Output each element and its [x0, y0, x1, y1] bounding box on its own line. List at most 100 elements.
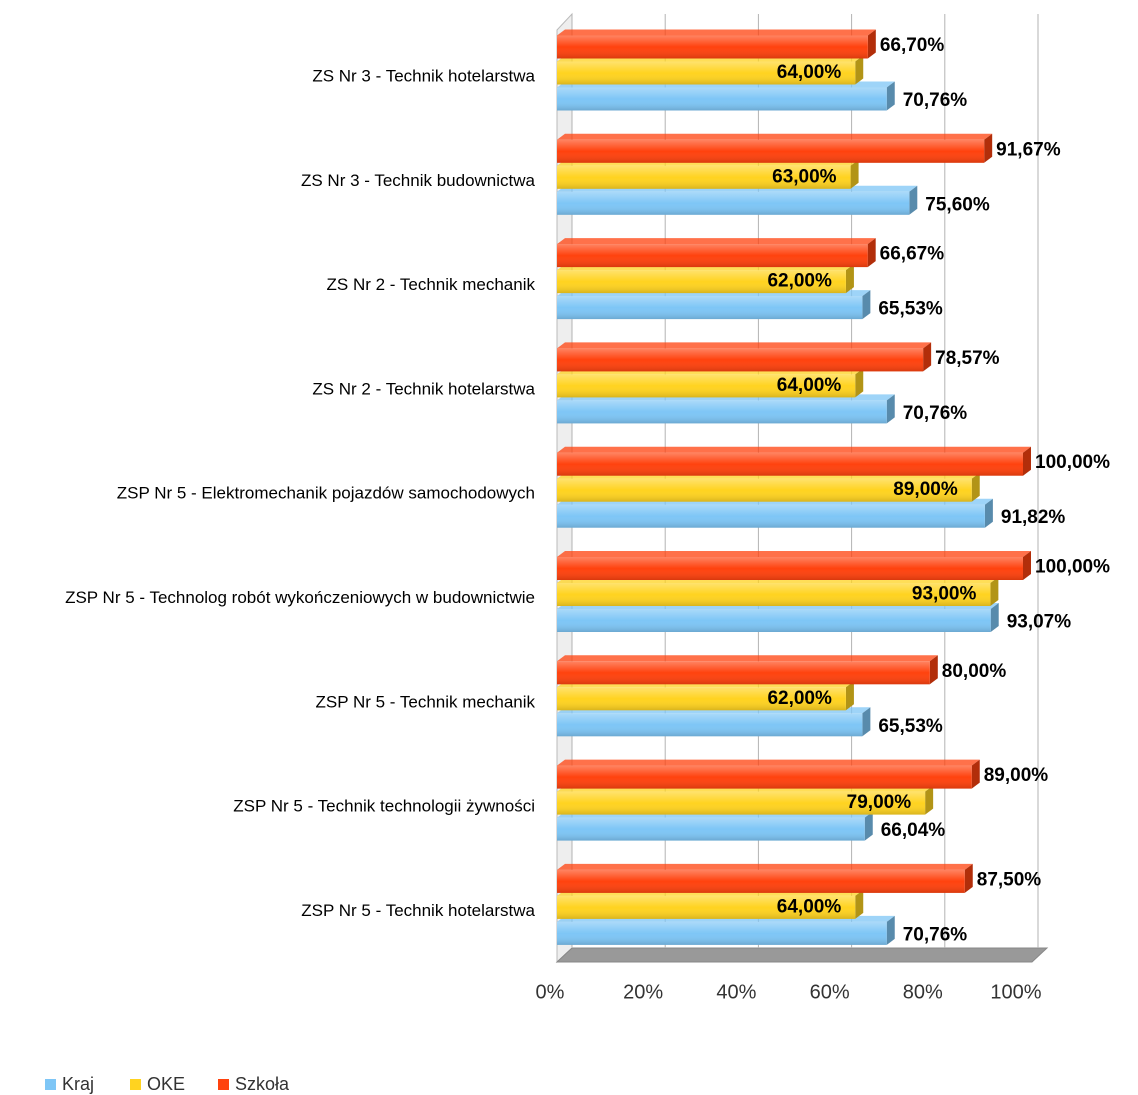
value-label: 79,00%: [847, 792, 912, 813]
value-label: 66,70%: [880, 35, 945, 56]
x-tick-label: 20%: [623, 981, 663, 1003]
value-label: 70,76%: [903, 90, 968, 111]
x-tick-label: 40%: [716, 981, 756, 1003]
value-label: 100,00%: [1035, 557, 1110, 578]
value-label: 80,00%: [942, 661, 1007, 682]
bar-shine: [557, 139, 985, 163]
value-label: 100,00%: [1035, 452, 1110, 473]
x-tick-label: 100%: [990, 981, 1041, 1003]
floor: [555, 947, 1049, 963]
bar-top: [557, 655, 938, 662]
value-label: 91,67%: [996, 139, 1061, 160]
bar-shine: [557, 374, 856, 398]
bar-shine: [557, 61, 856, 85]
legend-swatch: [45, 1079, 56, 1090]
value-label: 64,00%: [777, 375, 842, 396]
bar-side: [862, 290, 871, 320]
bar-side: [1023, 446, 1031, 476]
x-tick-label: 60%: [810, 981, 850, 1003]
value-label: 65,53%: [878, 716, 943, 737]
bar-shine: [557, 869, 965, 893]
category-label: ZS Nr 3 - Technik budownictwa: [301, 171, 536, 190]
category-label: ZS Nr 2 - Technik mechanik: [327, 275, 536, 294]
bar-top: [557, 342, 932, 349]
legend-label: Szkoła: [235, 1074, 290, 1094]
bar-side: [990, 577, 999, 606]
bar-shine: [557, 452, 1023, 476]
bar-shine: [557, 270, 846, 294]
x-tick-label: 80%: [903, 981, 943, 1003]
value-label: 70,76%: [903, 924, 968, 945]
bar-side: [923, 342, 932, 372]
value-label: 75,60%: [925, 194, 990, 215]
legend-label: Kraj: [62, 1074, 94, 1094]
bar-shine: [557, 296, 863, 320]
value-label: 93,07%: [1007, 612, 1072, 633]
bar-shine: [557, 713, 863, 737]
bar-side: [984, 498, 993, 528]
bar-side: [867, 238, 876, 268]
bar-side: [971, 472, 980, 502]
category-label: ZSP Nr 5 - Technolog robót wykończeniowy…: [65, 588, 535, 607]
bar-side: [929, 655, 938, 685]
bar-side: [971, 759, 980, 789]
bar-side: [909, 185, 918, 215]
value-label: 66,67%: [880, 244, 945, 265]
value-label: 62,00%: [767, 688, 832, 709]
bar-shine: [557, 895, 856, 919]
bar-side: [964, 863, 973, 893]
bar-top: [557, 759, 980, 766]
bar-side: [845, 681, 854, 711]
bar-shine: [557, 87, 887, 111]
bar-shine: [557, 478, 972, 502]
bar-shine: [557, 765, 972, 789]
value-label: 89,00%: [984, 765, 1049, 786]
bar-shine: [557, 244, 868, 268]
bar-shine: [557, 817, 865, 841]
bar-shine: [557, 35, 868, 59]
bar-top: [557, 133, 993, 140]
category-label: ZSP Nr 5 - Technik technologii żywności: [233, 797, 535, 816]
bar-shine: [557, 661, 930, 685]
value-label: 91,82%: [1001, 507, 1066, 528]
bar-shine: [557, 191, 910, 215]
value-label: 62,00%: [767, 271, 832, 292]
bar-side: [925, 785, 934, 815]
bar-side: [886, 394, 895, 424]
value-label: 70,76%: [903, 403, 968, 424]
bar-top: [557, 551, 1031, 557]
value-label: 93,00%: [912, 584, 977, 605]
bar-shine: [557, 583, 991, 606]
bar-side: [886, 81, 895, 111]
bar-side: [855, 55, 864, 85]
bar-side: [864, 811, 873, 841]
bar-side: [867, 29, 876, 59]
category-label: ZSP Nr 5 - Technik mechanik: [315, 692, 535, 711]
bar-side: [855, 368, 864, 398]
x-tick-label: 0%: [536, 981, 565, 1003]
value-label: 89,00%: [893, 479, 958, 500]
category-label: ZS Nr 2 - Technik hotelarstwa: [312, 379, 535, 398]
bar-shine: [557, 921, 887, 945]
bar-side: [984, 133, 993, 163]
category-label: ZS Nr 3 - Technik hotelarstwa: [312, 66, 535, 85]
bar-side: [990, 603, 999, 632]
bar-shine: [557, 791, 926, 815]
legend-swatch: [218, 1079, 229, 1090]
category-label: ZSP Nr 5 - Elektromechanik pojazdów samo…: [117, 484, 535, 503]
bar-side: [1023, 551, 1031, 580]
bar-shine: [557, 165, 851, 189]
bar-top: [557, 446, 1031, 453]
bar-shine: [557, 504, 985, 528]
bar-shine: [557, 687, 846, 711]
bar-side: [845, 264, 854, 294]
bar-side: [862, 707, 871, 737]
value-label: 78,57%: [935, 348, 1000, 369]
bar-top: [557, 863, 973, 870]
bar-side: [886, 915, 895, 945]
bar-top: [557, 29, 876, 36]
value-label: 64,00%: [777, 62, 842, 83]
bar-side: [855, 889, 864, 919]
bar-shine: [557, 609, 991, 632]
